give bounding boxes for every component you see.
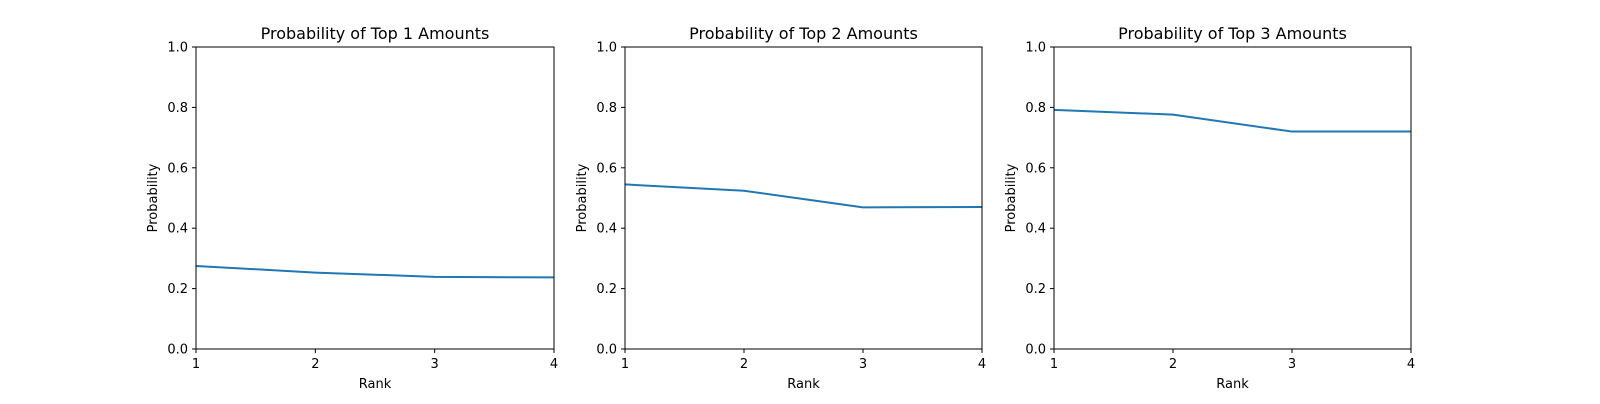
x-tick-label: 2 xyxy=(1169,357,1177,372)
y-tick-label: 0.4 xyxy=(167,222,188,237)
y-axis-label: Probability xyxy=(146,163,161,232)
y-tick-label: 0.8 xyxy=(1025,101,1046,116)
y-tick-label: 0.0 xyxy=(596,343,617,358)
y-tick-label: 0.6 xyxy=(167,161,188,176)
y-tick-label: 0.8 xyxy=(167,101,188,116)
x-tick-label: 2 xyxy=(740,357,748,372)
chart-panel-1: Probability of Top 1 Amounts 0.0 0.2 0.4 0.6… xyxy=(146,24,558,392)
y-tick-label: 1.0 xyxy=(596,41,617,56)
chart-title: Probability of Top 3 Amounts xyxy=(1118,24,1347,43)
x-tick-label: 3 xyxy=(1288,357,1296,372)
y-tick-label: 0.4 xyxy=(1025,222,1046,237)
chart-panel-3: Probability of Top 3 Amounts 0.0 0.2 0.4 0.6… xyxy=(1004,24,1415,392)
y-axis-label: Probability xyxy=(1004,163,1019,232)
y-tick-label: 0.2 xyxy=(596,282,617,297)
chart-title: Probability of Top 1 Amounts xyxy=(261,24,490,43)
plot-area-frame xyxy=(624,46,983,350)
y-tick-label: 0.8 xyxy=(596,101,617,116)
plot-area-frame xyxy=(195,46,555,350)
y-axis-label: Probability xyxy=(575,163,590,232)
x-tick-label: 1 xyxy=(1050,357,1058,372)
x-axis-label: Rank xyxy=(359,377,392,392)
x-tick-label: 1 xyxy=(192,357,200,372)
series-line xyxy=(1053,108,1411,133)
y-tick-label: 0.2 xyxy=(167,282,188,297)
y-tick-label: 1.0 xyxy=(1025,41,1046,56)
x-tick-label: 4 xyxy=(978,357,986,372)
x-tick-label: 2 xyxy=(311,357,319,372)
y-tick-label: 0.0 xyxy=(1025,343,1046,358)
chart-panel-2: Probability of Top 2 Amounts 0.0 0.2 0.4 0.6… xyxy=(575,24,986,392)
y-tick-label: 0.2 xyxy=(1025,282,1046,297)
series-line xyxy=(195,264,555,279)
y-tick-label: 0.0 xyxy=(167,343,188,358)
y-tick-label: 0.6 xyxy=(1025,161,1046,176)
series-line xyxy=(624,183,983,209)
x-axis-label: Rank xyxy=(1216,377,1249,392)
y-tick-label: 0.4 xyxy=(596,222,617,237)
plot-area-frame xyxy=(1053,46,1412,350)
x-tick-label: 4 xyxy=(550,357,558,372)
chart-title: Probability of Top 2 Amounts xyxy=(689,24,918,43)
x-tick-label: 4 xyxy=(1407,357,1415,372)
x-axis-label: Rank xyxy=(787,377,820,392)
x-tick-label: 3 xyxy=(431,357,439,372)
x-tick-label: 1 xyxy=(621,357,629,372)
y-tick-label: 0.6 xyxy=(596,161,617,176)
x-tick-label: 3 xyxy=(859,357,867,372)
y-tick-label: 1.0 xyxy=(167,41,188,56)
